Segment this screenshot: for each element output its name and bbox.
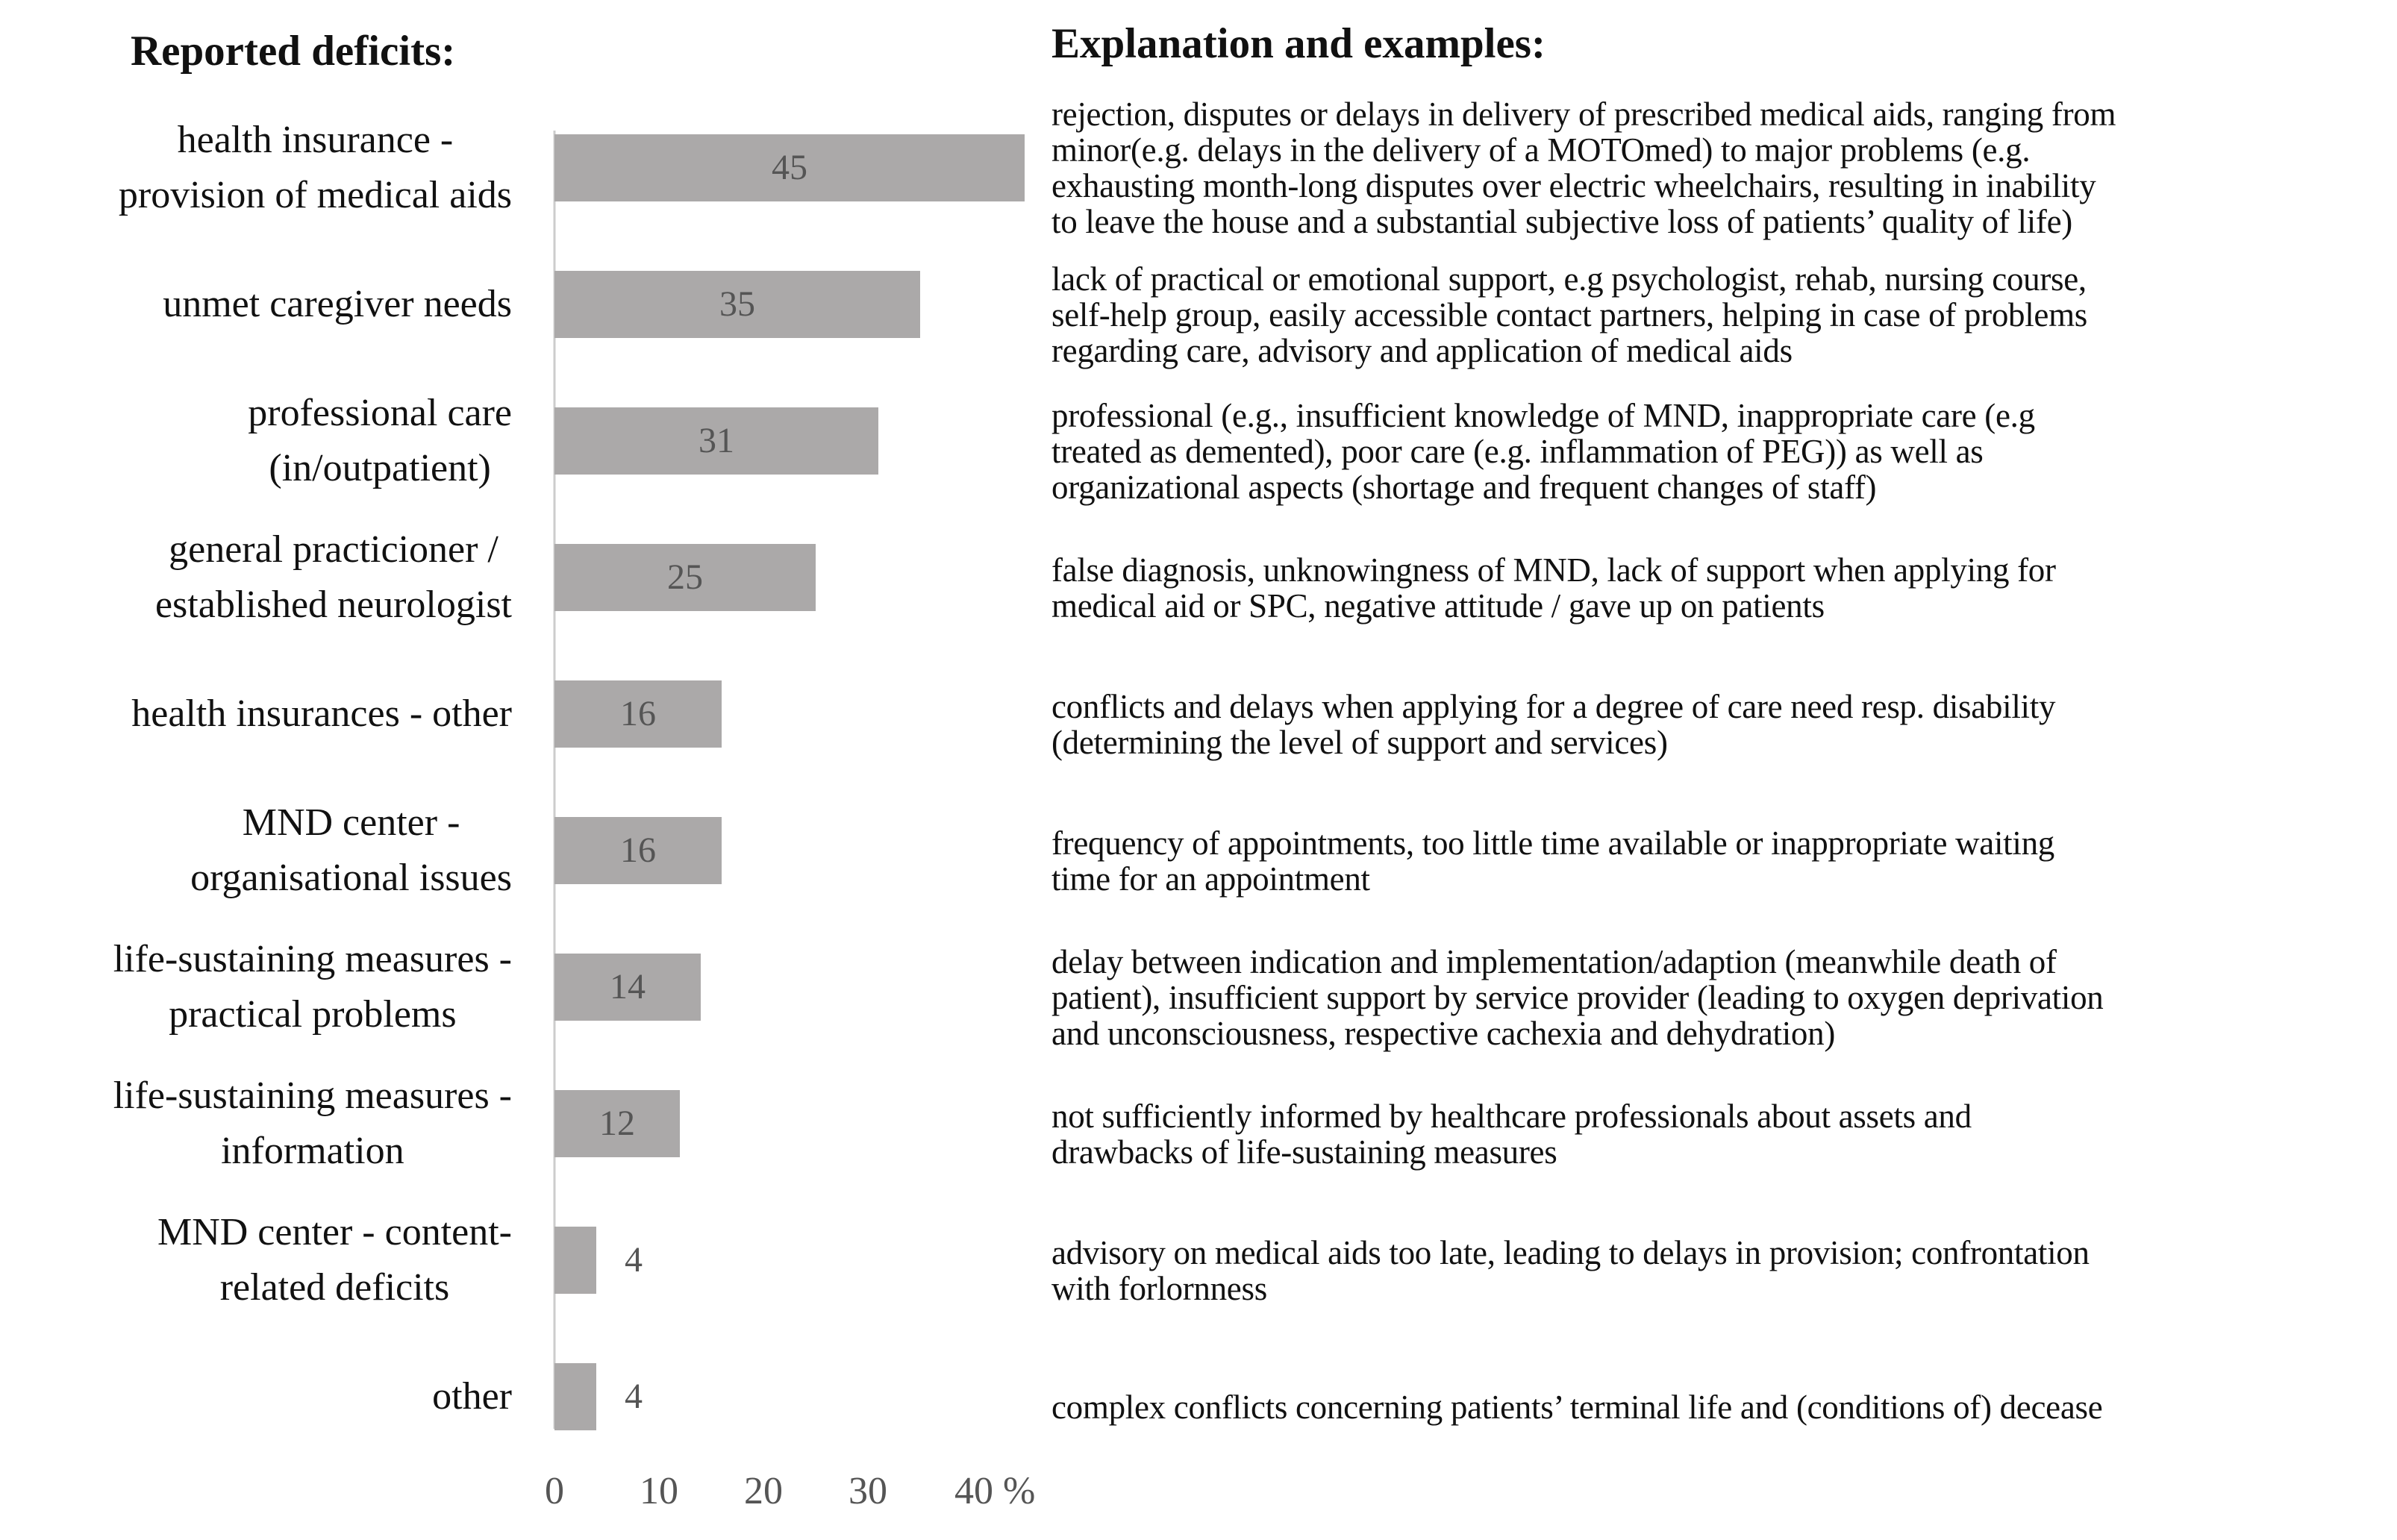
bar <box>554 954 701 1021</box>
value-label: 4 <box>625 1377 643 1416</box>
category-label-text: other <box>432 1375 512 1418</box>
explanation-text: rejection, disputes or delays in deliver… <box>1051 96 2116 240</box>
category-label-text: health insurance - provision of medical … <box>118 119 512 216</box>
value-label: 25 <box>667 557 703 597</box>
explanation: rejection, disputes or delays in deliver… <box>1051 96 2116 240</box>
x-tick-label: 10 <box>640 1470 678 1512</box>
category-label-text: unmet caregiver needs <box>163 283 512 325</box>
explanation: lack of practical or emotional support, … <box>1051 248 2087 382</box>
x-tick-label: 40 % <box>954 1470 1035 1512</box>
bar <box>554 271 920 338</box>
explanation-text: conflicts and delays when applying for a… <box>1051 688 2056 761</box>
bar <box>554 134 1025 201</box>
explanations-title: Explanation and examples: <box>1051 20 1546 67</box>
explanation-text: delay between indication and implementat… <box>1051 943 2104 1052</box>
explanation: not sufficiently informed by healthcare … <box>1051 1067 1972 1201</box>
bar <box>554 407 878 475</box>
value-label: 45 <box>772 148 807 187</box>
x-tick-label: 0 <box>545 1470 564 1512</box>
category-label-text: life-sustaining measures - practical pro… <box>113 938 512 1036</box>
value-label: 12 <box>599 1104 635 1143</box>
category-label: other <box>432 1330 512 1464</box>
explanation: frequency of appointments, too little ti… <box>1051 794 2054 928</box>
value-label: 14 <box>610 967 646 1007</box>
explanation-text: false diagnosis, unknowingness of MND, l… <box>1051 551 2056 625</box>
explanation: professional (e.g., insufficient knowled… <box>1051 384 2035 519</box>
category-label: health insurances - other <box>131 647 512 781</box>
category-label-text: MND center - content- related deficits <box>157 1211 512 1309</box>
value-label: 35 <box>719 284 755 324</box>
bar <box>554 1090 680 1157</box>
category-label-text: general practicioner / established neuro… <box>154 528 512 626</box>
category-label: general practicioner / established neuro… <box>155 510 512 645</box>
explanation-text: lack of practical or emotional support, … <box>1051 260 2088 369</box>
category-label: MND center - organisational issues <box>190 783 512 918</box>
category-label-text: MND center - organisational issues <box>190 801 512 899</box>
explanation: false diagnosis, unknowingness of MND, l… <box>1051 521 2056 655</box>
category-label: life-sustaining measures - information <box>113 1057 512 1191</box>
category-label-text: professional care (in/outpatient) <box>248 392 512 489</box>
category-label: health insurance - provision of medical … <box>119 101 512 235</box>
explanation-text: frequency of appointments, too little ti… <box>1051 824 2054 898</box>
bar <box>554 1227 596 1294</box>
explanation: conflicts and delays when applying for a… <box>1051 657 2055 792</box>
value-label: 4 <box>625 1240 643 1280</box>
explanation-text: professional (e.g., insufficient knowled… <box>1051 397 2035 506</box>
category-label: unmet caregiver needs <box>163 237 512 372</box>
category-label-text: health insurances - other <box>131 692 512 735</box>
explanation-text: not sufficiently informed by healthcare … <box>1051 1098 1972 1171</box>
x-tick-label: 20 <box>744 1470 783 1512</box>
bar <box>554 817 722 884</box>
explanation-text: complex conflicts concerning patients’ t… <box>1051 1389 2103 1426</box>
value-label: 16 <box>620 830 656 870</box>
category-label: life-sustaining measures - practical pro… <box>113 920 512 1054</box>
chart-title: Reported deficits: <box>131 28 456 75</box>
category-label: MND center - content- related deficits <box>157 1193 512 1327</box>
explanation: delay between indication and implementat… <box>1051 930 2104 1065</box>
explanation: advisory on medical aids too late, leadi… <box>1051 1203 2090 1338</box>
value-label: 31 <box>699 421 734 460</box>
x-tick-label: 30 <box>849 1470 887 1512</box>
explanation: complex conflicts concerning patients’ t… <box>1051 1340 2103 1474</box>
bar <box>554 680 722 748</box>
value-label: 16 <box>620 694 656 733</box>
category-label-text: life-sustaining measures - information <box>113 1074 512 1172</box>
bar <box>554 544 816 611</box>
category-label: professional care (in/outpatient) <box>248 374 512 508</box>
bar <box>554 1363 596 1430</box>
explanation-text: advisory on medical aids too late, leadi… <box>1051 1234 2090 1307</box>
